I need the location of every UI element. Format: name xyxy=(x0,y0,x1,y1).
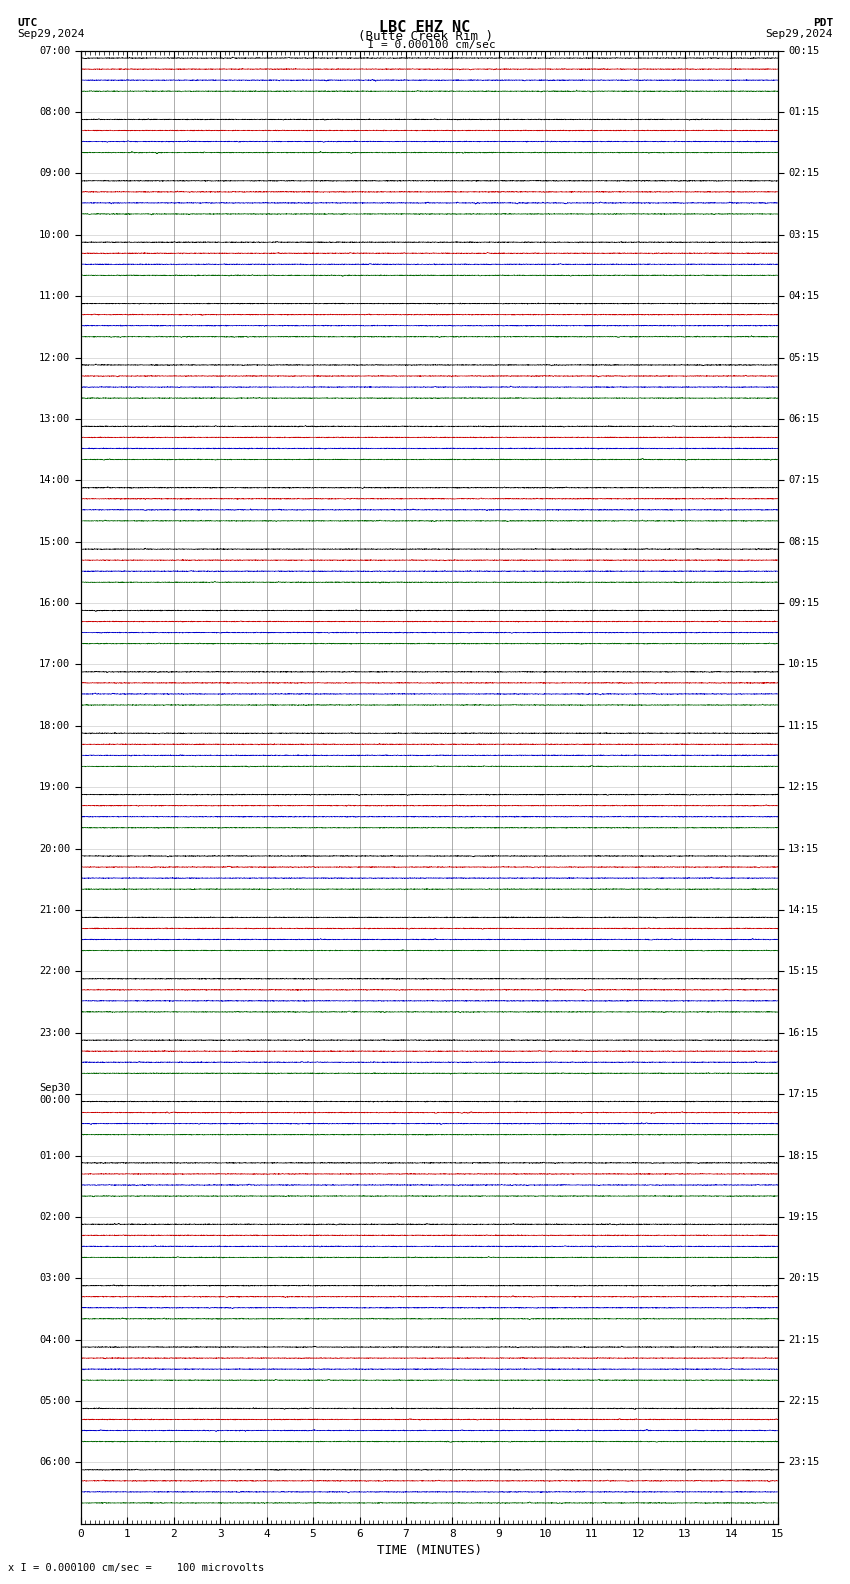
Text: UTC: UTC xyxy=(17,17,37,29)
Text: I = 0.000100 cm/sec: I = 0.000100 cm/sec xyxy=(354,40,496,51)
Text: Sep29,2024: Sep29,2024 xyxy=(17,29,84,38)
Text: (Butte Creek Rim ): (Butte Creek Rim ) xyxy=(358,30,492,43)
X-axis label: TIME (MINUTES): TIME (MINUTES) xyxy=(377,1544,482,1557)
Text: LBC EHZ NC: LBC EHZ NC xyxy=(379,19,471,35)
Text: PDT: PDT xyxy=(813,17,833,29)
Text: Sep29,2024: Sep29,2024 xyxy=(766,29,833,38)
Text: x I = 0.000100 cm/sec =    100 microvolts: x I = 0.000100 cm/sec = 100 microvolts xyxy=(8,1563,264,1573)
